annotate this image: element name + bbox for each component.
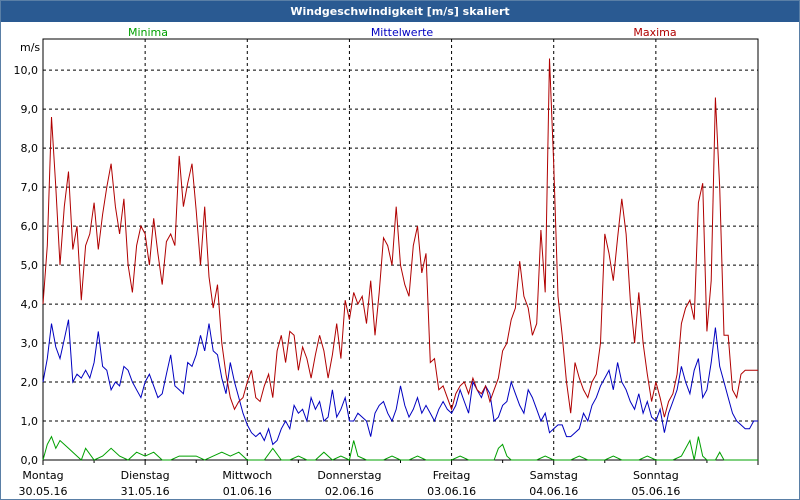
series-line-minima [42,435,758,461]
chart-title: Windgeschwindigkeit [m/s] skaliert [1,1,799,22]
y-axis-unit: m/s [20,41,40,54]
y-tick-label: 1,0 [21,415,39,428]
y-tick-label: 2,0 [21,376,39,389]
x-tick-day: Montag [22,469,63,482]
x-tick-date: 03.06.16 [427,485,476,498]
x-tick-date: 04.06.16 [529,485,578,498]
y-tick-label: 3,0 [21,337,39,350]
y-tick-label: 8,0 [21,142,39,155]
x-tick-date: 02.06.16 [325,485,374,498]
y-tick-label: 9,0 [21,103,39,116]
x-tick-day: Mittwoch [222,469,272,482]
series-line-mittelwerte [42,319,758,446]
x-tick-date: 01.06.16 [223,485,272,498]
y-tick-label: 7,0 [21,181,39,194]
series-line-maxima [42,58,758,418]
legend-minima: Minima [128,26,168,39]
x-tick-date: 05.06.16 [631,485,680,498]
x-tick-day: Freitag [433,469,471,482]
x-tick-day: Donnerstag [317,469,381,482]
x-tick-date: 30.05.16 [19,485,68,498]
x-tick-day: Sonntag [633,469,679,482]
y-tick-label: 5,0 [21,259,39,272]
y-tick-label: 10,0 [14,64,39,77]
x-tick-day: Dienstag [121,469,170,482]
legend-mittelwerte: Mittelwerte [371,26,434,39]
legend-maxima: Maxima [633,26,676,39]
x-tick-day: Samstag [530,469,578,482]
y-tick-label: 6,0 [21,220,39,233]
x-tick-date: 31.05.16 [121,485,170,498]
y-tick-label: 4,0 [21,298,39,311]
y-tick-label: 0,0 [21,454,39,467]
